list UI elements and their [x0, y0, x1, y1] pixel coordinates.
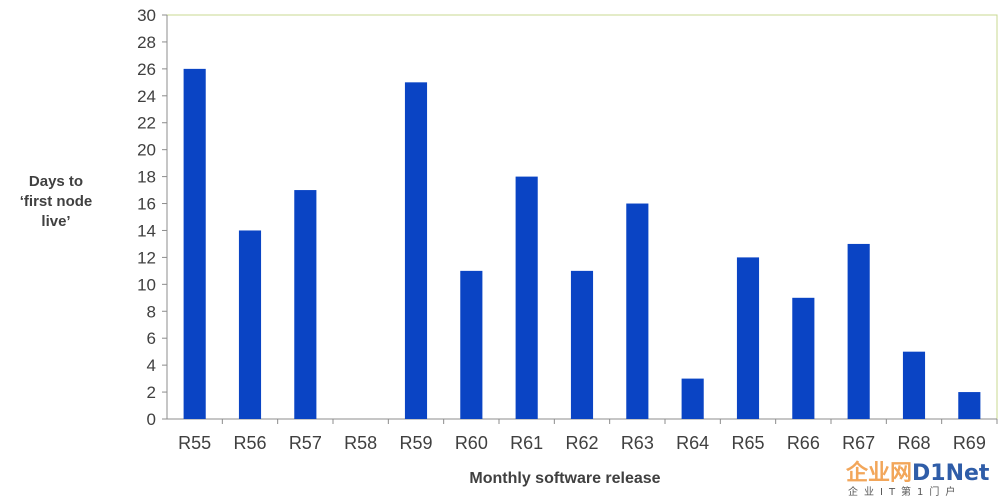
y-tick-label: 10 — [137, 275, 156, 294]
x-tick-label: R60 — [455, 433, 488, 453]
x-tick-label: R59 — [399, 433, 432, 453]
bar-r68 — [902, 351, 926, 419]
bar-r55 — [183, 68, 206, 420]
y-tick-label: 2 — [147, 383, 156, 402]
y-tick-label: 26 — [137, 60, 156, 79]
x-tick-label: R65 — [731, 433, 764, 453]
y-tick-label: 28 — [137, 33, 156, 52]
x-tick-label: R64 — [676, 433, 709, 453]
x-tick-label: R62 — [565, 433, 598, 453]
x-tick-label: R56 — [233, 433, 266, 453]
x-tick-label: R69 — [953, 433, 986, 453]
bar-r69 — [958, 392, 981, 419]
y-axis-label: Days to ‘first node live’ — [19, 173, 93, 230]
y-tick-label: 0 — [147, 410, 156, 429]
watermark-subtitle: 企业IT第1门户 — [848, 487, 962, 498]
x-tick-label: R63 — [621, 433, 654, 453]
bar-r60 — [460, 270, 483, 419]
watermark-logo-text: 企业网D1Net — [846, 455, 989, 487]
bar-r62 — [570, 270, 594, 419]
bar-r56 — [238, 230, 262, 419]
x-axis-label: Monthly software release — [469, 470, 661, 487]
x-tick-label: R58 — [344, 433, 377, 453]
bar-r59 — [404, 82, 428, 419]
bar-r57 — [294, 190, 317, 419]
bar-r67 — [847, 243, 870, 419]
y-tick-label: 4 — [147, 356, 156, 375]
y-tick-label: 16 — [137, 195, 156, 214]
x-tick-label: R67 — [842, 433, 875, 453]
y-tick-label: 14 — [137, 221, 156, 240]
y-tick-label: 24 — [137, 87, 156, 106]
x-tick-label: R61 — [510, 433, 543, 453]
y-tick-label: 30 — [137, 6, 156, 25]
x-tick-label: R55 — [178, 433, 211, 453]
y-tick-label: 8 — [147, 302, 156, 321]
bar-r66 — [792, 297, 815, 419]
x-tick-label: R66 — [787, 433, 820, 453]
watermark-logo: 企业网D1Net 企业IT第1门户 — [846, 455, 1006, 498]
bars — [183, 68, 981, 420]
watermark-logo-en: D1Net — [912, 461, 990, 486]
bar-r61 — [515, 176, 538, 419]
y-tick-label: 20 — [137, 141, 156, 160]
bar-r65 — [736, 257, 760, 419]
y-tick-label: 6 — [147, 329, 156, 348]
x-tick-label: R57 — [289, 433, 322, 453]
x-axis-ticks: R55 R56 R57 R58 R59 R60 R61 R62 R63 R64 R65 R66 R67 R… — [178, 419, 998, 453]
bar-r63 — [626, 203, 649, 419]
bar-r64 — [681, 378, 704, 419]
y-tick-label: 22 — [137, 114, 156, 133]
x-tick-label: R68 — [897, 433, 930, 453]
y-tick-label: 18 — [137, 168, 156, 187]
watermark-logo-cn: 企业网 — [846, 461, 913, 486]
y-tick-label: 12 — [137, 248, 156, 267]
